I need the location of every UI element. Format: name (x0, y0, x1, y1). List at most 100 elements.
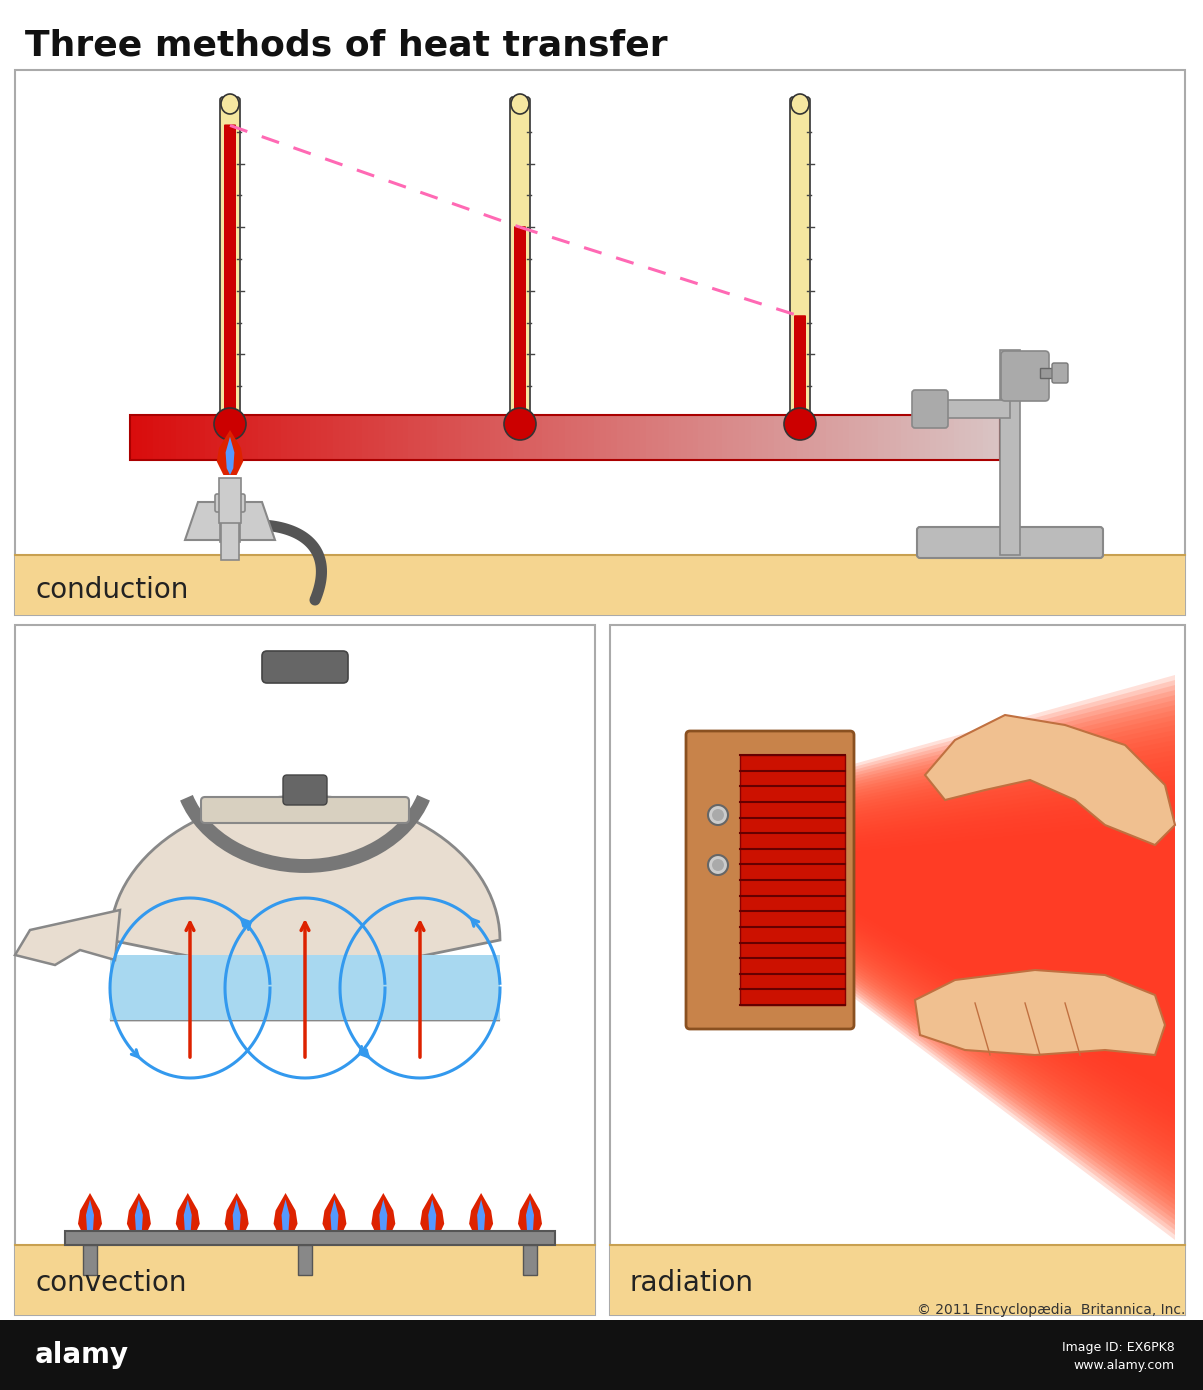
Circle shape (504, 409, 537, 441)
Bar (512, 416, 520, 460)
Bar (728, 416, 735, 460)
FancyBboxPatch shape (794, 316, 806, 418)
Polygon shape (372, 1193, 396, 1237)
Bar (182, 416, 190, 460)
Bar (878, 416, 885, 460)
Polygon shape (851, 785, 1175, 1130)
Polygon shape (915, 970, 1165, 1055)
Bar (722, 416, 729, 460)
Bar (610, 626, 1185, 1315)
Polygon shape (851, 695, 1175, 1220)
Bar (699, 416, 706, 460)
Bar (286, 416, 294, 460)
Ellipse shape (221, 95, 239, 114)
Bar (374, 416, 381, 460)
Text: alamy: alamy (35, 1341, 129, 1369)
Bar (200, 416, 207, 460)
Circle shape (214, 409, 245, 441)
Bar (136, 416, 143, 460)
Bar (635, 416, 642, 460)
Bar (212, 416, 219, 460)
Bar (420, 416, 427, 460)
Bar (994, 416, 1002, 460)
Bar (565, 416, 573, 460)
Bar (171, 416, 178, 460)
Polygon shape (851, 739, 1175, 1175)
Bar (901, 416, 908, 460)
Bar (83, 1245, 97, 1275)
Polygon shape (428, 1200, 437, 1237)
Bar (269, 416, 277, 460)
Polygon shape (14, 910, 120, 965)
Bar (798, 416, 805, 460)
Bar (65, 1232, 555, 1245)
Bar (14, 626, 595, 1315)
Bar (600, 416, 608, 460)
Bar (333, 416, 340, 460)
Bar (948, 416, 955, 460)
FancyBboxPatch shape (790, 97, 810, 421)
Text: Image ID: EX6PK8: Image ID: EX6PK8 (1062, 1341, 1175, 1354)
Bar (229, 416, 236, 460)
Bar (681, 416, 688, 460)
Bar (768, 416, 775, 460)
Circle shape (709, 855, 728, 874)
Bar (490, 416, 497, 460)
Bar (130, 416, 1000, 460)
Bar (669, 416, 677, 460)
Polygon shape (851, 780, 1175, 1136)
Bar (872, 416, 879, 460)
Bar (523, 1245, 537, 1275)
Bar (142, 416, 149, 460)
Polygon shape (322, 1193, 346, 1237)
FancyBboxPatch shape (1051, 363, 1068, 384)
Bar (426, 416, 433, 460)
Bar (177, 416, 184, 460)
Bar (890, 416, 897, 460)
Bar (942, 416, 949, 460)
Bar (582, 416, 589, 460)
FancyBboxPatch shape (686, 731, 854, 1029)
Polygon shape (226, 436, 235, 475)
Bar (14, 1245, 595, 1315)
FancyBboxPatch shape (917, 527, 1103, 557)
Bar (1000, 350, 1020, 555)
Bar (861, 416, 869, 460)
Circle shape (712, 859, 724, 872)
FancyBboxPatch shape (224, 125, 236, 418)
Bar (206, 416, 213, 460)
Bar (159, 416, 166, 460)
Bar (710, 416, 717, 460)
Bar (397, 416, 404, 460)
Bar (478, 416, 485, 460)
Bar (977, 416, 984, 460)
Bar (251, 416, 259, 460)
Polygon shape (232, 1200, 241, 1237)
Polygon shape (217, 430, 243, 475)
Polygon shape (851, 801, 1175, 1115)
FancyBboxPatch shape (1001, 352, 1049, 400)
Bar (263, 416, 271, 460)
Bar (473, 416, 480, 460)
Bar (763, 416, 770, 460)
Bar (368, 416, 375, 460)
Bar (356, 416, 363, 460)
Polygon shape (851, 735, 1175, 1180)
Bar (837, 416, 845, 460)
Polygon shape (282, 1200, 290, 1237)
Bar (965, 416, 972, 460)
Bar (310, 416, 318, 460)
Bar (658, 416, 665, 460)
Polygon shape (851, 770, 1175, 1145)
Bar (629, 416, 636, 460)
Bar (518, 416, 526, 460)
Bar (960, 416, 967, 460)
Bar (547, 416, 555, 460)
Bar (525, 416, 532, 460)
Bar (610, 1245, 1185, 1315)
Bar (531, 416, 538, 460)
Bar (611, 416, 618, 460)
FancyBboxPatch shape (510, 97, 531, 421)
Bar (831, 416, 840, 460)
Text: radiation: radiation (630, 1269, 754, 1297)
